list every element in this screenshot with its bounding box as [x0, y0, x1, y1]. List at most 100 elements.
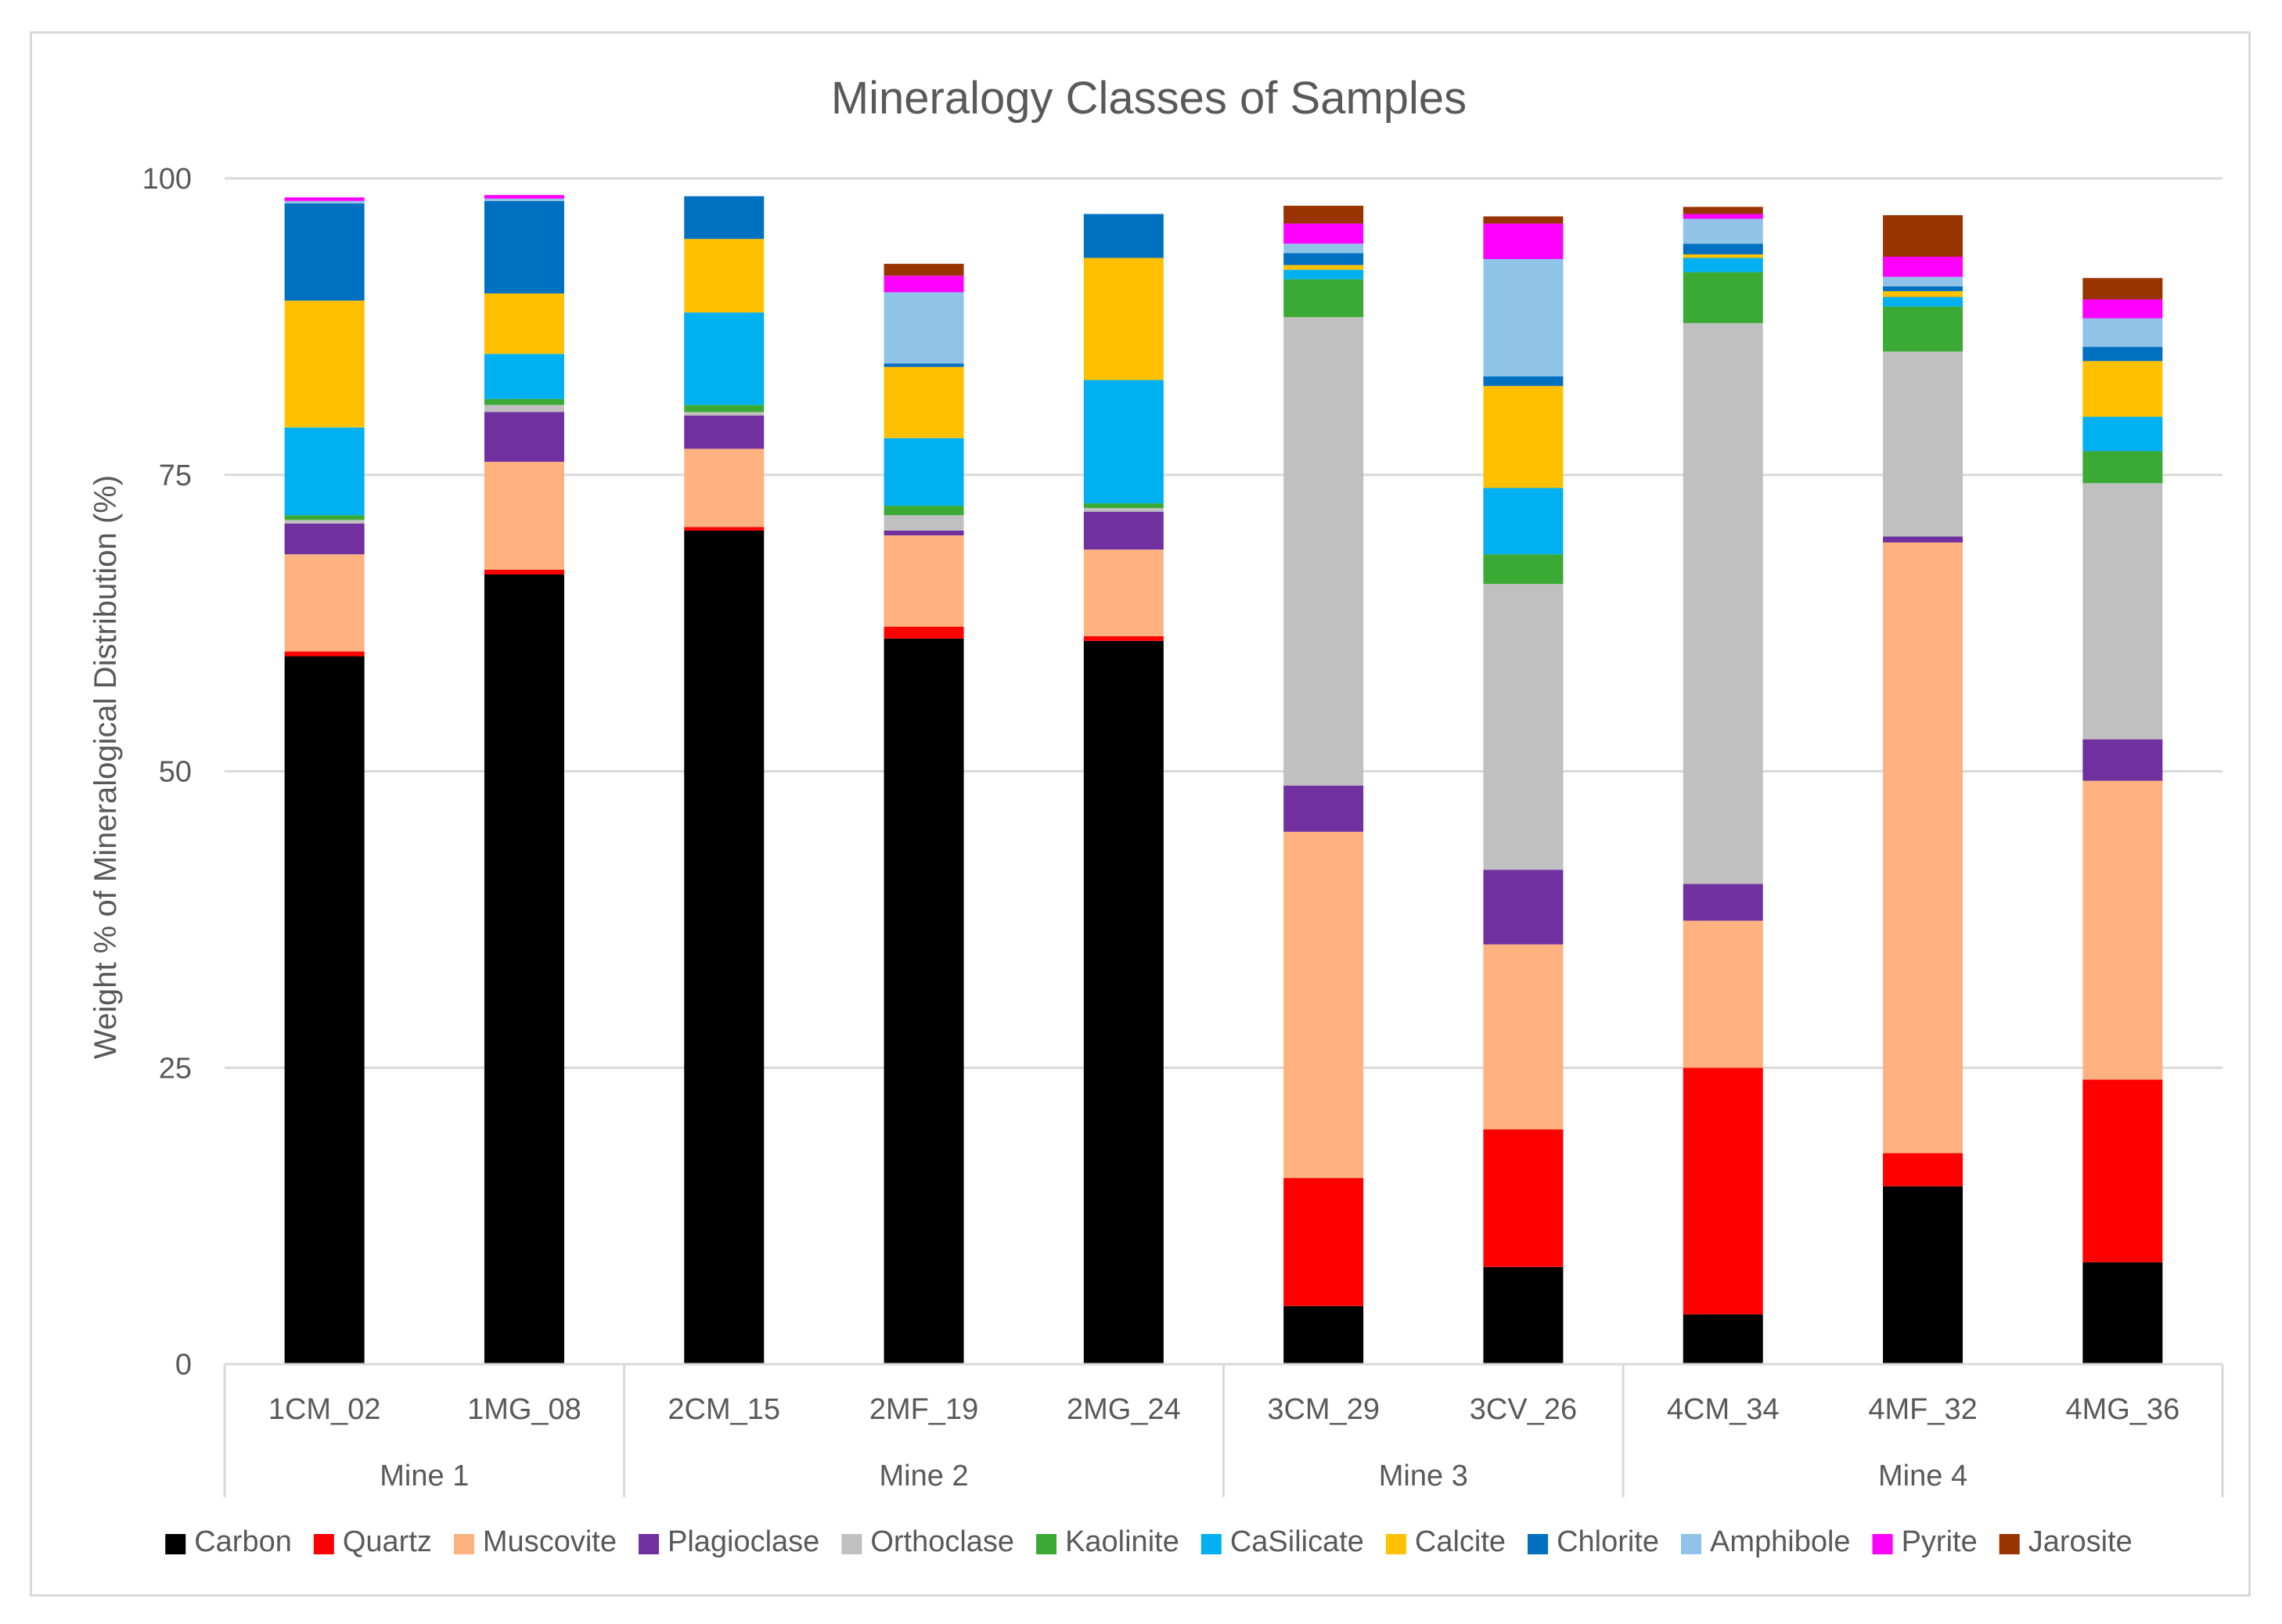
bar-segment [1483, 1129, 1564, 1267]
bar-segment [2082, 739, 2163, 781]
bar-segment [884, 275, 964, 293]
bar-segment [1283, 269, 1364, 279]
x-tick-label: 4MG_36 [2065, 1393, 2179, 1426]
bar-segment [884, 515, 964, 531]
bar-stack [884, 264, 964, 1364]
bar-segment [1483, 1266, 1564, 1364]
bar-segment [1883, 214, 1963, 257]
legend-item: Carbon [165, 1525, 292, 1558]
bar-segment [1083, 508, 1164, 512]
bar-segment [884, 535, 964, 627]
legend-swatch [313, 1534, 334, 1554]
bar-segment [1083, 636, 1164, 641]
bar-segment [1883, 351, 1963, 537]
bar-segment [1283, 265, 1364, 270]
x-axis: 1CM_02 1MG_08 2CM_15 2MF_19 2MG_24 3CM_29 3CV_… [223, 1363, 2224, 1497]
chart-title: Mineralogy Classes of Samples [831, 73, 1467, 124]
bar-segment [684, 405, 765, 412]
bar-segment [1883, 536, 1963, 543]
bar-segment [684, 239, 765, 313]
y-tick-label: 0 [175, 1349, 192, 1381]
bar-segment [284, 200, 365, 203]
bar-segment [1283, 1178, 1364, 1306]
bar-segment [1883, 306, 1963, 352]
bar-segment [1683, 884, 1763, 921]
bar-segment [484, 405, 564, 412]
bar-segment [1683, 243, 1763, 254]
bar-segment [484, 574, 564, 1364]
legend-label: Kaolinite [1065, 1525, 1179, 1558]
legend-label: Pyrite [1902, 1525, 1978, 1558]
bar-segment [2082, 361, 2163, 417]
bar-segment [1483, 554, 1564, 585]
legend-item: Kaolinite [1036, 1525, 1179, 1558]
bar-segment [284, 301, 365, 428]
legend-swatch [1872, 1534, 1893, 1554]
bar-segment [1883, 256, 1963, 277]
bar-segment [484, 195, 564, 199]
bar-segment [1483, 584, 1564, 870]
bar-stacks [284, 195, 2163, 1364]
legend-label: Plagioclase [668, 1525, 819, 1558]
bar-segment [284, 651, 365, 657]
bar-segment [284, 427, 365, 516]
bar-segment [884, 438, 964, 506]
bar-segment [484, 462, 564, 570]
bar-segment [684, 312, 765, 405]
bar-segment [1283, 243, 1364, 254]
bar-segment [484, 569, 564, 575]
x-tick-label: 3CM_29 [1267, 1393, 1380, 1426]
bar-segment [1683, 214, 1763, 219]
x-tick-label: 2CM_15 [668, 1393, 780, 1426]
bar-segment [484, 200, 564, 293]
bar-segment [1683, 272, 1763, 323]
legend-label: Quartz [343, 1525, 432, 1558]
bar-segment [884, 264, 964, 276]
bar-segment [884, 506, 964, 516]
bar-segment [884, 626, 964, 639]
bar-segment [1483, 870, 1564, 945]
bar-segment [284, 656, 365, 1364]
bar-segment [2082, 483, 2163, 740]
bar-segment [684, 416, 765, 449]
bar-stack [484, 195, 564, 1364]
bar-segment [484, 293, 564, 355]
bar-segment [684, 412, 765, 416]
bar-segment [1083, 214, 1164, 258]
bar-stack [1683, 207, 1763, 1364]
group-label: Mine 1 [380, 1460, 469, 1493]
legend-swatch [1999, 1534, 2020, 1554]
legend-label: Orthoclase [870, 1525, 1014, 1558]
legend-label: Carbon [194, 1525, 292, 1558]
legend-item: Calcite [1385, 1525, 1506, 1558]
bar-segment [2082, 416, 2163, 452]
bar-segment [284, 515, 365, 520]
bar-segment [1283, 831, 1364, 1179]
bar-segment [684, 448, 765, 528]
legend-item: CaSilicate [1200, 1525, 1364, 1558]
bar-segment [1483, 259, 1564, 377]
legend-label: Muscovite [483, 1525, 617, 1558]
bar-segment [1483, 376, 1564, 387]
legend-label: Chlorite [1557, 1525, 1659, 1558]
legend-item: Jarosite [1999, 1525, 2133, 1558]
group-label: Mine 4 [1878, 1460, 1967, 1493]
x-tick-label: 1MG_08 [467, 1393, 581, 1426]
bar-segment [1683, 254, 1763, 258]
bar-stack [1483, 216, 1564, 1364]
legend-swatch [165, 1534, 186, 1554]
bar-segment [884, 530, 964, 536]
bar-segment [1883, 286, 1963, 291]
bar-segment [1683, 1314, 1763, 1364]
bar-stack [2082, 278, 2163, 1364]
x-tick-label: 3CV_26 [1470, 1393, 1577, 1426]
bar-segment [684, 530, 765, 1364]
legend-label: CaSilicate [1230, 1525, 1364, 1558]
bar-segment [2082, 451, 2163, 484]
bar-stack [1883, 214, 1963, 1364]
group-label: Mine 2 [880, 1460, 969, 1493]
bar-segment [1083, 549, 1164, 636]
bar-segment [1883, 1153, 1963, 1186]
bar-segment [284, 554, 365, 652]
